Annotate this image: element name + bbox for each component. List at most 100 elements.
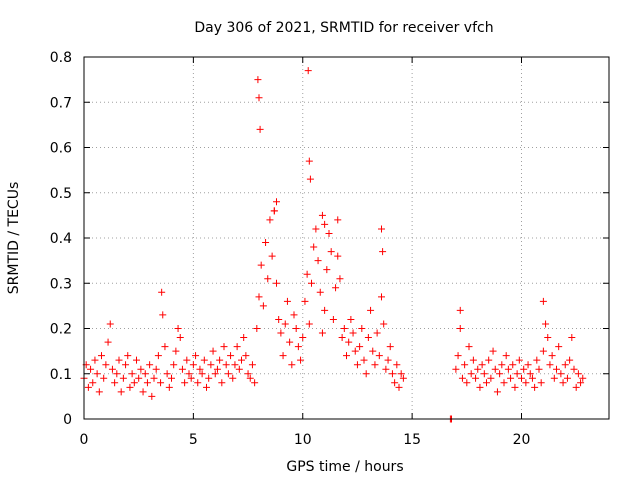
data-point [137,365,145,373]
data-point [397,370,405,378]
data-point [279,352,287,360]
data-point [165,383,173,391]
data-point [526,370,534,378]
data-point [157,379,165,387]
data-point [143,379,151,387]
data-point [533,356,541,364]
data-point [242,352,250,360]
data-point [264,275,272,283]
data-point [391,379,399,387]
data-point [301,297,309,305]
data-point [306,175,314,183]
data-point [316,288,324,296]
data-point [467,370,475,378]
data-point [474,365,482,373]
data-point [270,207,278,215]
data-point [273,198,280,206]
data-point [570,365,578,373]
data-point [476,383,484,391]
data-point [513,370,521,378]
data-point [181,379,189,387]
data-point [187,374,195,382]
data-point [238,356,245,364]
data-point [480,370,488,378]
data-point [511,383,519,391]
data-point [205,374,213,382]
data-point [356,343,364,351]
data-point [126,383,134,391]
data-point [207,361,215,369]
data-point [349,329,357,337]
data-point [566,356,574,364]
data-point [273,279,280,287]
data-point [100,374,108,382]
y-tick-label: 0.5 [50,186,72,202]
data-point [553,365,560,373]
data-point [150,374,158,382]
data-point [91,356,99,364]
data-point [89,379,97,387]
data-point [139,388,147,396]
data-point [84,383,92,391]
data-point [176,334,184,342]
data-point [305,320,313,328]
data-point [579,374,587,382]
data-point [305,157,313,165]
data-point [310,243,318,251]
data-point [290,311,298,319]
data-point [183,356,191,364]
data-point [535,365,543,373]
data-point [146,361,154,369]
data-point [198,370,206,378]
data-point [351,347,359,355]
data-point [216,356,224,364]
data-point [345,338,353,346]
data-point [528,374,536,382]
data-point [312,225,320,233]
data-point [163,370,171,378]
data-point [95,388,103,396]
y-axis-label: SRMTID / TECUs [6,182,22,295]
data-point [546,361,554,369]
y-tick-label: 0.8 [50,50,72,66]
data-point [227,352,235,360]
data-point [483,379,490,387]
data-point [255,94,263,102]
data-point [557,370,565,378]
data-point [472,374,480,382]
data-point [563,374,571,382]
data-point [222,361,230,369]
data-point [189,361,197,369]
data-point [329,315,337,323]
data-point [332,284,340,292]
chart-title: Day 306 of 2021, SRMTID for receiver vfc… [194,20,493,36]
data-point [539,347,547,355]
data-point [213,365,221,373]
data-point [229,374,237,382]
data-point [369,347,377,355]
data-point [233,343,241,351]
data-point [141,370,149,378]
data-point [515,356,523,364]
data-point [458,374,466,382]
data-point [379,248,387,256]
data-point [338,334,346,342]
data-point [286,338,294,346]
data-point [353,361,361,369]
data-point [246,374,254,382]
data-point [548,352,556,360]
data-point [358,325,366,332]
data-point [194,379,202,387]
data-point [168,374,175,382]
data-point [117,388,125,396]
y-tick-label: 0.7 [50,95,72,111]
data-point [465,343,473,351]
data-point [384,356,392,364]
data-point [277,329,285,337]
data-point [360,356,368,364]
data-point [119,374,127,382]
data-point [253,325,261,332]
data-point [478,361,486,369]
data-point [106,320,114,328]
